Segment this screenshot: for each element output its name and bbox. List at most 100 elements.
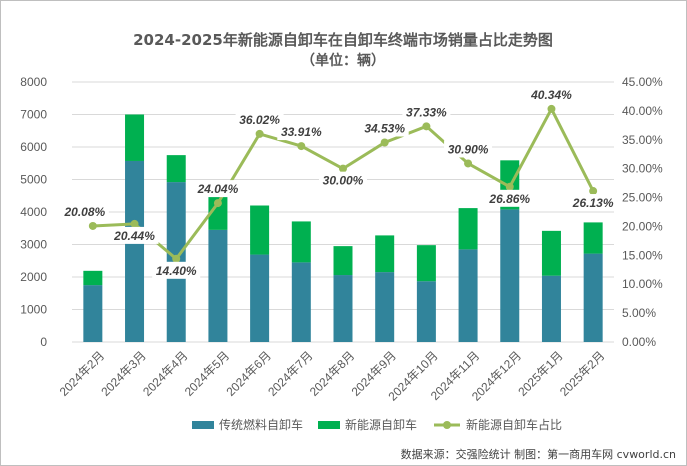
share-label-bg bbox=[444, 140, 493, 158]
share-label-bg bbox=[277, 123, 326, 141]
share-label: 20.44% bbox=[110, 226, 159, 244]
share-label-text: 40.34% bbox=[530, 88, 572, 102]
share-label-text: 34.53% bbox=[364, 121, 405, 135]
right-tick-label: 0.00% bbox=[622, 335, 656, 349]
share-marker bbox=[255, 129, 264, 138]
bar-traditional bbox=[208, 229, 228, 342]
source-note: 数据来源：交强险统计 制图：第一商用车网 cvworld.cn bbox=[401, 447, 676, 461]
share-marker bbox=[130, 219, 139, 228]
line-series: 20.08% 20.44% 14.40% 24.04% 36.02%33.91% 30.0… bbox=[60, 85, 618, 279]
left-axis-ticks: 0 1000 2000 3000 4000 5000 6000 7000 8000 bbox=[20, 75, 47, 349]
share-marker bbox=[297, 142, 306, 151]
share-label-text: 26.86% bbox=[488, 192, 530, 206]
bar-traditional bbox=[375, 272, 395, 342]
share-marker bbox=[88, 221, 97, 230]
share-label: 33.91% bbox=[277, 123, 326, 141]
bar-traditional bbox=[583, 253, 603, 342]
share-label-bg bbox=[110, 226, 159, 244]
left-tick-label: 8000 bbox=[20, 75, 47, 89]
share-label-text: 36.02% bbox=[239, 113, 280, 127]
share-label-text: 20.08% bbox=[63, 205, 105, 219]
share-label-bg bbox=[485, 189, 534, 207]
bar-new-energy bbox=[333, 246, 353, 276]
bar-new-energy bbox=[416, 245, 436, 282]
share-marker bbox=[339, 164, 347, 173]
share-label-bg bbox=[527, 85, 576, 103]
share-label-bg bbox=[193, 180, 242, 198]
share-label-text: 30.90% bbox=[448, 142, 489, 156]
share-label: 37.33% bbox=[402, 103, 451, 121]
bar-series bbox=[83, 114, 603, 342]
right-tick-label: 20.00% bbox=[622, 219, 663, 233]
right-tick-label: 30.00% bbox=[622, 162, 663, 176]
left-tick-label: 0 bbox=[40, 335, 47, 349]
bar-traditional bbox=[291, 262, 311, 342]
left-tick-label: 4000 bbox=[20, 205, 47, 219]
share-label-bg bbox=[235, 110, 284, 128]
share-label-bg bbox=[60, 202, 109, 220]
share-label-text: 37.33% bbox=[406, 105, 447, 119]
share-label-text: 33.91% bbox=[281, 125, 322, 139]
share-label-bg bbox=[152, 261, 201, 279]
right-axis-ticks: 0.00% 5.00% 10.00% 15.00% 20.00% 25.00% 30.00%… bbox=[622, 75, 663, 349]
right-tick-label: 25.00% bbox=[622, 191, 663, 205]
share-label: 40.34% bbox=[527, 85, 576, 103]
share-label: 20.08% bbox=[60, 202, 109, 220]
bar-traditional bbox=[458, 249, 478, 342]
bar-traditional bbox=[416, 281, 436, 342]
chart-subtitle: （单位：辆） bbox=[301, 52, 385, 69]
bar-new-energy bbox=[166, 155, 186, 183]
bar-new-energy bbox=[125, 114, 145, 161]
share-label: 26.86% bbox=[485, 189, 534, 207]
legend: 传统燃料自卸车 新能源自卸车 新能源自卸车占比 bbox=[192, 417, 562, 432]
share-label-text: 30.00% bbox=[323, 174, 364, 188]
right-tick-label: 45.00% bbox=[622, 75, 663, 89]
left-tick-label: 1000 bbox=[20, 303, 47, 317]
share-marker bbox=[589, 187, 598, 196]
bar-traditional bbox=[125, 160, 145, 342]
share-marker bbox=[172, 254, 181, 263]
bar-new-energy bbox=[458, 208, 478, 250]
left-tick-label: 7000 bbox=[20, 108, 47, 122]
share-label-text: 20.44% bbox=[113, 229, 155, 243]
left-tick-label: 2000 bbox=[20, 270, 47, 284]
share-label-bg bbox=[319, 171, 367, 189]
legend-label-traditional: 传统燃料自卸车 bbox=[219, 417, 303, 432]
share-label-bg bbox=[569, 194, 618, 212]
share-marker bbox=[422, 122, 431, 131]
bar-new-energy bbox=[250, 205, 270, 255]
share-label: 34.53% bbox=[360, 119, 409, 137]
right-tick-label: 10.00% bbox=[622, 277, 663, 291]
share-label-text: 14.40% bbox=[156, 264, 197, 278]
share-label-text: 26.13% bbox=[572, 196, 614, 210]
right-tick-label: 40.00% bbox=[622, 104, 663, 118]
bar-traditional bbox=[500, 209, 520, 342]
right-tick-label: 5.00% bbox=[622, 306, 656, 320]
bar-traditional bbox=[333, 275, 353, 342]
share-label: 30.00% bbox=[319, 171, 367, 189]
chart-title: 2024-2025年新能源自卸车在自卸车终端市场销量占比走势图 bbox=[133, 31, 553, 49]
share-label-text: 24.04% bbox=[197, 182, 239, 196]
share-label: 26.13% bbox=[569, 194, 618, 212]
left-tick-label: 6000 bbox=[20, 140, 47, 154]
share-marker bbox=[213, 199, 222, 208]
share-marker bbox=[464, 159, 473, 168]
bar-new-energy bbox=[291, 221, 311, 263]
share-label: 30.90% bbox=[444, 140, 493, 158]
share-label-bg bbox=[360, 119, 409, 137]
bar-new-energy bbox=[583, 222, 603, 254]
bar-new-energy bbox=[375, 235, 395, 273]
share-marker bbox=[505, 182, 514, 191]
legend-swatch-new-energy bbox=[318, 421, 340, 429]
share-marker bbox=[547, 104, 556, 113]
left-tick-label: 5000 bbox=[20, 173, 47, 187]
legend-label-share: 新能源自卸车占比 bbox=[466, 417, 562, 432]
bar-new-energy bbox=[208, 194, 228, 230]
bar-traditional bbox=[83, 285, 103, 342]
bar-traditional bbox=[250, 254, 270, 342]
bar-new-energy bbox=[83, 270, 103, 286]
left-tick-label: 3000 bbox=[20, 238, 47, 252]
legend-swatch-traditional bbox=[192, 421, 214, 429]
